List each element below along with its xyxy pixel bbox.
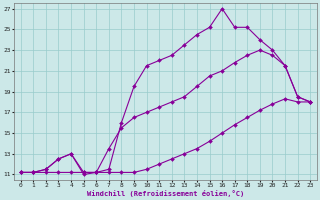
X-axis label: Windchill (Refroidissement éolien,°C): Windchill (Refroidissement éolien,°C) xyxy=(87,190,244,197)
